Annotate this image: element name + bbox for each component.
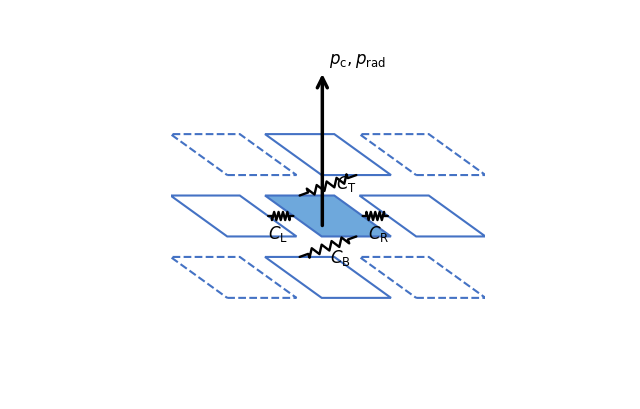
Polygon shape bbox=[170, 134, 296, 175]
Text: $C_\mathrm{B}$: $C_\mathrm{B}$ bbox=[330, 248, 350, 268]
Text: $p_\mathrm{c}, p_\mathrm{rad}$: $p_\mathrm{c}, p_\mathrm{rad}$ bbox=[329, 52, 386, 70]
Polygon shape bbox=[265, 196, 391, 236]
Text: $C_\mathrm{R}$: $C_\mathrm{R}$ bbox=[368, 224, 389, 244]
Polygon shape bbox=[265, 257, 391, 298]
Polygon shape bbox=[360, 134, 486, 175]
Text: $C_\mathrm{T}$: $C_\mathrm{T}$ bbox=[336, 174, 356, 194]
Polygon shape bbox=[170, 257, 296, 298]
Text: $C_\mathrm{L}$: $C_\mathrm{L}$ bbox=[268, 224, 287, 244]
Polygon shape bbox=[170, 196, 296, 236]
Polygon shape bbox=[265, 134, 391, 175]
Polygon shape bbox=[360, 257, 486, 298]
Polygon shape bbox=[360, 196, 486, 236]
